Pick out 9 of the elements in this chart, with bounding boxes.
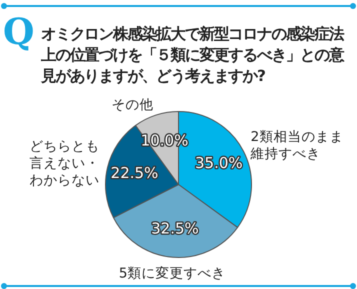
slice-label: 2類相当のまま維持すべき: [250, 128, 344, 162]
data-label: 35.0%: [195, 154, 243, 172]
text: Q: [3, 11, 34, 53]
chart-title: オミクロン株感染拡大で新型コロナの感染症法上の位置づけを「５類に変更するべき」との意見がありますが、どう考えますか?: [41, 24, 345, 87]
slice-label: 5類に変更すべき: [118, 266, 226, 282]
slice-label: その他: [111, 97, 154, 114]
slice-label: どちらとも言えない・わからない: [30, 138, 100, 188]
data-label: 22.5%: [110, 164, 158, 182]
data-label: 32.5%: [151, 220, 199, 238]
